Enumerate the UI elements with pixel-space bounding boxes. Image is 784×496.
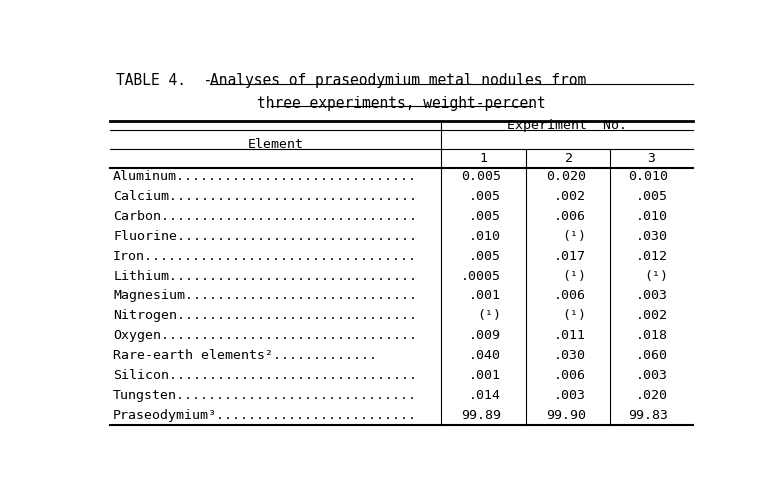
Text: Element: Element: [248, 138, 303, 151]
Text: (¹): (¹): [562, 310, 586, 322]
Text: .009: .009: [469, 329, 501, 342]
Text: (¹): (¹): [644, 269, 668, 283]
Text: .011: .011: [554, 329, 586, 342]
Text: (¹): (¹): [562, 269, 586, 283]
Text: Iron..................................: Iron..................................: [113, 249, 417, 263]
Text: (¹): (¹): [477, 310, 501, 322]
Text: .010: .010: [469, 230, 501, 243]
Text: .040: .040: [469, 349, 501, 362]
Text: Nitrogen..............................: Nitrogen..............................: [113, 310, 417, 322]
Text: 0.005: 0.005: [461, 170, 501, 183]
Text: 0.020: 0.020: [546, 170, 586, 183]
Text: .003: .003: [636, 290, 668, 303]
Text: 0.010: 0.010: [628, 170, 668, 183]
Text: Oxygen................................: Oxygen................................: [113, 329, 417, 342]
Text: .003: .003: [554, 389, 586, 402]
Text: Analyses of praseodymium metal nodules from: Analyses of praseodymium metal nodules f…: [210, 73, 586, 88]
Text: Carbon................................: Carbon................................: [113, 210, 417, 223]
Text: .005: .005: [469, 210, 501, 223]
Text: 2: 2: [565, 152, 573, 165]
Text: Silicon...............................: Silicon...............................: [113, 369, 417, 382]
Text: .060: .060: [636, 349, 668, 362]
Text: .005: .005: [636, 190, 668, 203]
Text: .010: .010: [636, 210, 668, 223]
Text: .014: .014: [469, 389, 501, 402]
Text: .012: .012: [636, 249, 668, 263]
Text: Tungsten..............................: Tungsten..............................: [113, 389, 417, 402]
Text: .006: .006: [554, 369, 586, 382]
Text: Experiment  No.: Experiment No.: [507, 119, 627, 132]
Text: 99.89: 99.89: [461, 409, 501, 422]
Text: .006: .006: [554, 290, 586, 303]
Text: 99.83: 99.83: [628, 409, 668, 422]
Text: Calcium...............................: Calcium...............................: [113, 190, 417, 203]
Text: Magnesium.............................: Magnesium.............................: [113, 290, 417, 303]
Text: .002: .002: [554, 190, 586, 203]
Text: .018: .018: [636, 329, 668, 342]
Text: .0005: .0005: [461, 269, 501, 283]
Text: Fluorine..............................: Fluorine..............................: [113, 230, 417, 243]
Text: 1: 1: [480, 152, 488, 165]
Text: .020: .020: [636, 389, 668, 402]
Text: Praseodymium³.........................: Praseodymium³.........................: [113, 409, 417, 422]
Text: .006: .006: [554, 210, 586, 223]
Text: Aluminum..............................: Aluminum..............................: [113, 170, 417, 183]
Text: 3: 3: [647, 152, 655, 165]
Text: .001: .001: [469, 290, 501, 303]
Text: three experiments, weight-percent: three experiments, weight-percent: [257, 96, 546, 111]
Text: .030: .030: [554, 349, 586, 362]
Text: 99.90: 99.90: [546, 409, 586, 422]
Text: .017: .017: [554, 249, 586, 263]
Text: .030: .030: [636, 230, 668, 243]
Text: Lithium...............................: Lithium...............................: [113, 269, 417, 283]
Text: .002: .002: [636, 310, 668, 322]
Text: Rare‑earth elements².............: Rare‑earth elements².............: [113, 349, 377, 362]
Text: .003: .003: [636, 369, 668, 382]
Text: .005: .005: [469, 249, 501, 263]
Text: TABLE 4.  -: TABLE 4. -: [116, 73, 221, 88]
Text: (¹): (¹): [562, 230, 586, 243]
Text: .005: .005: [469, 190, 501, 203]
Text: .001: .001: [469, 369, 501, 382]
